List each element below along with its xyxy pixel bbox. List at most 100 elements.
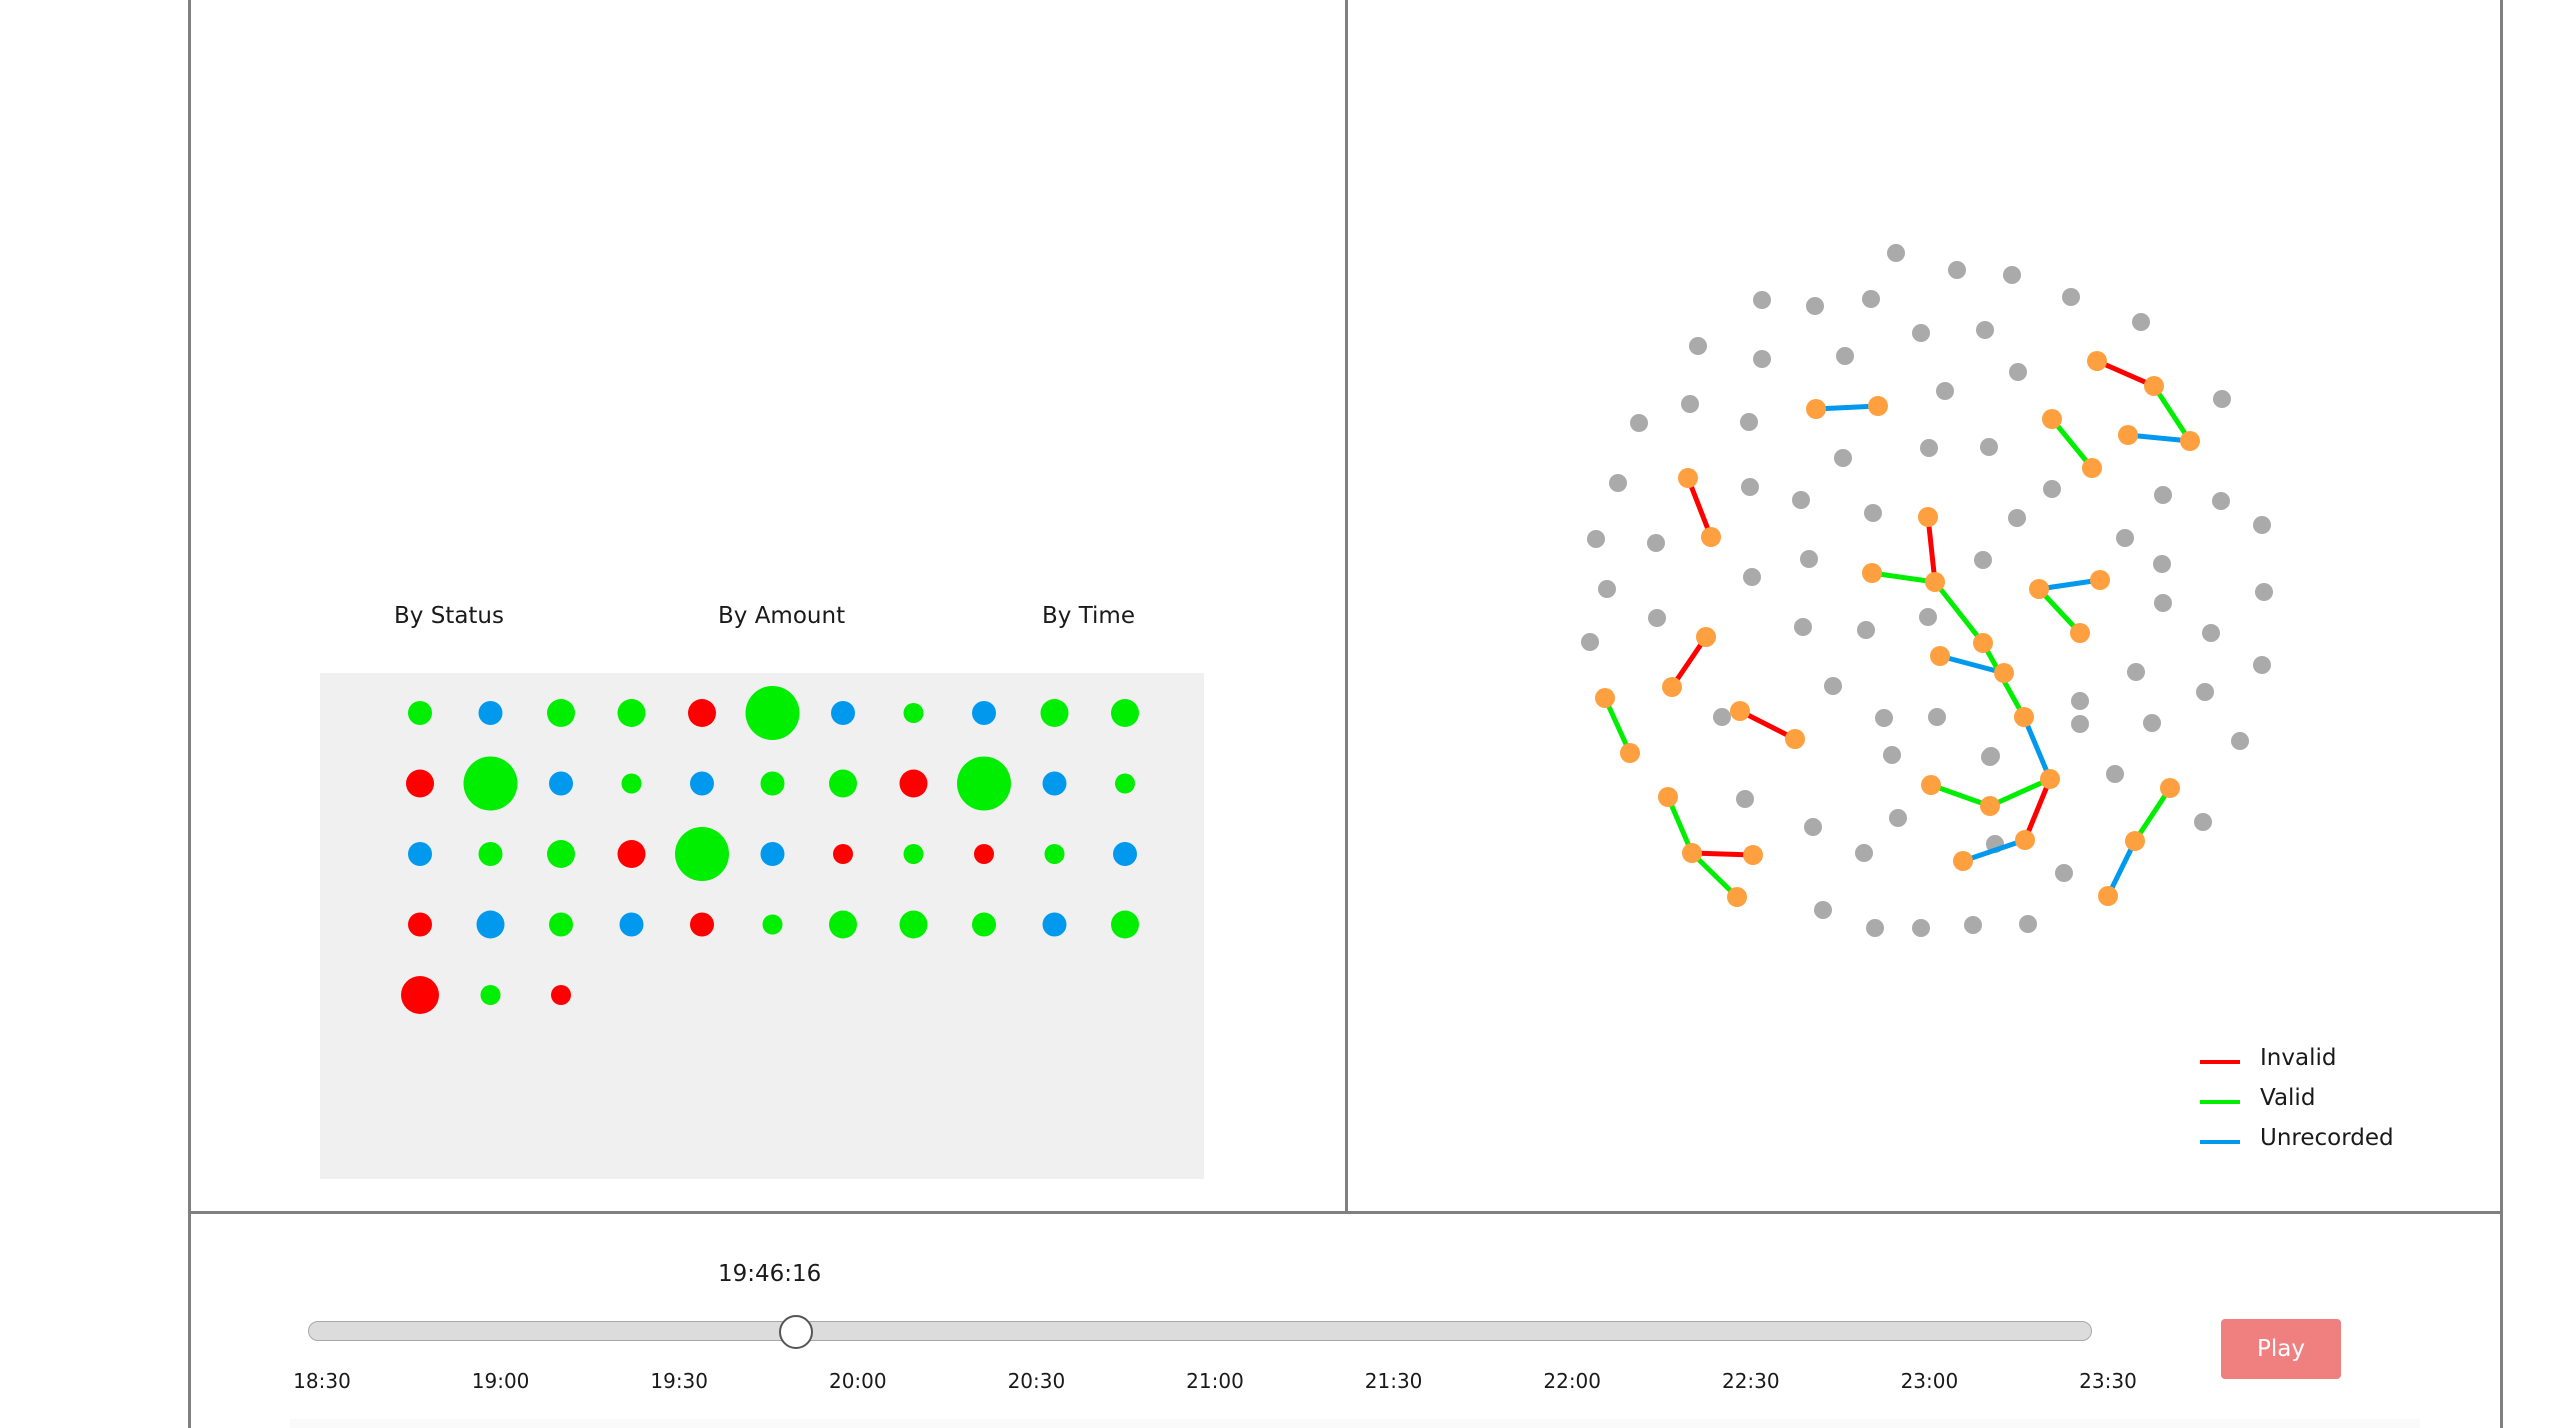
- transaction-dot-invalid[interactable]: [833, 844, 853, 864]
- network-node-active[interactable]: [1727, 887, 1747, 907]
- network-node-idle[interactable]: [2116, 529, 2134, 547]
- network-node-idle[interactable]: [2154, 486, 2172, 504]
- network-node-active[interactable]: [2118, 425, 2138, 445]
- network-node-idle[interactable]: [1800, 550, 1818, 568]
- transaction-dot-valid[interactable]: [621, 773, 642, 794]
- network-node-idle[interactable]: [1753, 291, 1771, 309]
- network-node-active[interactable]: [1994, 663, 2014, 683]
- transaction-dot-valid[interactable]: [408, 701, 432, 725]
- network-node-active[interactable]: [1696, 627, 1716, 647]
- network-node-idle[interactable]: [1857, 621, 1875, 639]
- network-node-idle[interactable]: [1681, 395, 1699, 413]
- network-node-active[interactable]: [1595, 688, 1615, 708]
- transaction-dot-invalid[interactable]: [551, 985, 571, 1005]
- network-node-idle[interactable]: [1753, 350, 1771, 368]
- network-node-active[interactable]: [1730, 701, 1750, 721]
- network-node-idle[interactable]: [1912, 919, 1930, 937]
- network-node-idle[interactable]: [1814, 901, 1832, 919]
- network-node-idle[interactable]: [1920, 439, 1938, 457]
- network-node-idle[interactable]: [1887, 244, 1905, 262]
- transaction-dot-valid[interactable]: [549, 912, 573, 937]
- network-node-active[interactable]: [2160, 778, 2180, 798]
- network-node-idle[interactable]: [1883, 746, 1901, 764]
- network-node-idle[interactable]: [2213, 390, 2231, 408]
- network-node-idle[interactable]: [1743, 568, 1761, 586]
- network-node-idle[interactable]: [2154, 594, 2172, 612]
- network-node-idle[interactable]: [1889, 809, 1907, 827]
- sort-by-time[interactable]: By Time: [1042, 603, 1135, 629]
- network-node-idle[interactable]: [1598, 580, 1616, 598]
- network-node-idle[interactable]: [2062, 288, 2080, 306]
- play-button[interactable]: Play: [2221, 1319, 2341, 1379]
- network-node-active[interactable]: [2042, 409, 2062, 429]
- network-node-active[interactable]: [2029, 579, 2049, 599]
- network-node-active[interactable]: [1930, 646, 1950, 666]
- transaction-dot-valid[interactable]: [1111, 910, 1139, 939]
- network-node-idle[interactable]: [2003, 266, 2021, 284]
- network-node-active[interactable]: [1868, 396, 1888, 416]
- transaction-dot-valid[interactable]: [903, 703, 924, 723]
- network-node-idle[interactable]: [2196, 683, 2214, 701]
- network-node-active[interactable]: [1682, 843, 1702, 863]
- network-node-idle[interactable]: [1647, 534, 1665, 552]
- transaction-dot-invalid[interactable]: [401, 976, 439, 1014]
- network-node-active[interactable]: [1953, 851, 1973, 871]
- network-node-idle[interactable]: [1980, 438, 1998, 456]
- network-node-active[interactable]: [2125, 831, 2145, 851]
- network-node-idle[interactable]: [1736, 790, 1754, 808]
- network-node-idle[interactable]: [1804, 818, 1822, 836]
- transaction-dot-valid[interactable]: [480, 985, 501, 1005]
- transaction-dot-unrecorded[interactable]: [690, 771, 714, 796]
- network-node-idle[interactable]: [1741, 478, 1759, 496]
- network-node-idle[interactable]: [1648, 609, 1666, 627]
- network-node-idle[interactable]: [2132, 313, 2150, 331]
- network-node-idle[interactable]: [1740, 413, 1758, 431]
- network-node-idle[interactable]: [1587, 530, 1605, 548]
- transaction-dot-invalid[interactable]: [688, 699, 716, 727]
- transaction-dot-valid[interactable]: [829, 910, 857, 939]
- transaction-dot-valid[interactable]: [899, 910, 928, 939]
- transaction-dot-invalid[interactable]: [408, 912, 432, 937]
- network-node-active[interactable]: [1980, 796, 2000, 816]
- network-node-idle[interactable]: [1806, 297, 1824, 315]
- transaction-dot-valid[interactable]: [829, 769, 857, 798]
- network-node-idle[interactable]: [1792, 491, 1810, 509]
- network-node-active[interactable]: [1862, 563, 1882, 583]
- network-node-active[interactable]: [2180, 431, 2200, 451]
- transaction-dot-valid[interactable]: [1044, 844, 1065, 864]
- network-node-idle[interactable]: [2019, 915, 2037, 933]
- transaction-dot-valid[interactable]: [478, 842, 503, 866]
- transaction-dot-invalid[interactable]: [617, 840, 646, 868]
- transaction-dot-unrecorded[interactable]: [760, 842, 785, 866]
- network-node-idle[interactable]: [2253, 656, 2271, 674]
- transaction-dot-unrecorded[interactable]: [478, 701, 503, 725]
- transaction-dot-valid[interactable]: [745, 686, 800, 740]
- transaction-dot-valid[interactable]: [957, 756, 1011, 811]
- transaction-dot-invalid[interactable]: [899, 769, 928, 798]
- network-node-active[interactable]: [1921, 775, 1941, 795]
- network-node-idle[interactable]: [2253, 516, 2271, 534]
- network-node-idle[interactable]: [1866, 919, 1884, 937]
- network-node-active[interactable]: [1973, 633, 1993, 653]
- transaction-dot-invalid[interactable]: [690, 912, 714, 937]
- transaction-dot-unrecorded[interactable]: [972, 701, 996, 725]
- transaction-dot-unrecorded[interactable]: [549, 771, 573, 796]
- network-node-active[interactable]: [1785, 729, 1805, 749]
- network-node-active[interactable]: [2144, 376, 2164, 396]
- network-node-active[interactable]: [1658, 787, 1678, 807]
- network-node-active[interactable]: [1925, 572, 1945, 592]
- transaction-dot-valid[interactable]: [762, 914, 783, 935]
- network-node-idle[interactable]: [2194, 813, 2212, 831]
- network-node-idle[interactable]: [1630, 414, 1648, 432]
- transaction-dot-valid[interactable]: [1040, 699, 1069, 727]
- network-node-idle[interactable]: [2009, 363, 2027, 381]
- transaction-dot-unrecorded[interactable]: [619, 912, 644, 937]
- network-node-active[interactable]: [2098, 886, 2118, 906]
- time-slider-track[interactable]: [308, 1321, 2092, 1341]
- network-node-active[interactable]: [2014, 707, 2034, 727]
- network-node-idle[interactable]: [1912, 324, 1930, 342]
- transaction-dot-valid[interactable]: [1115, 773, 1135, 794]
- network-node-active[interactable]: [1678, 468, 1698, 488]
- network-node-idle[interactable]: [1864, 504, 1882, 522]
- network-node-idle[interactable]: [2255, 583, 2273, 601]
